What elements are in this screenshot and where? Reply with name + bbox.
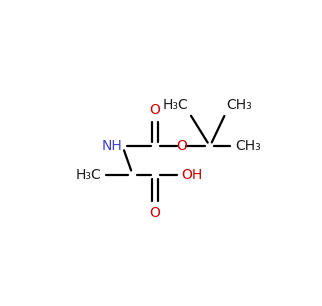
Text: H₃C: H₃C bbox=[76, 168, 101, 181]
Text: NH: NH bbox=[102, 139, 123, 153]
Text: O: O bbox=[150, 103, 160, 117]
Text: CH₃: CH₃ bbox=[226, 98, 252, 112]
Text: CH₃: CH₃ bbox=[235, 139, 260, 153]
Text: O: O bbox=[176, 139, 187, 153]
Text: OH: OH bbox=[181, 168, 203, 181]
Text: H₃C: H₃C bbox=[163, 98, 189, 112]
Text: O: O bbox=[150, 206, 160, 220]
